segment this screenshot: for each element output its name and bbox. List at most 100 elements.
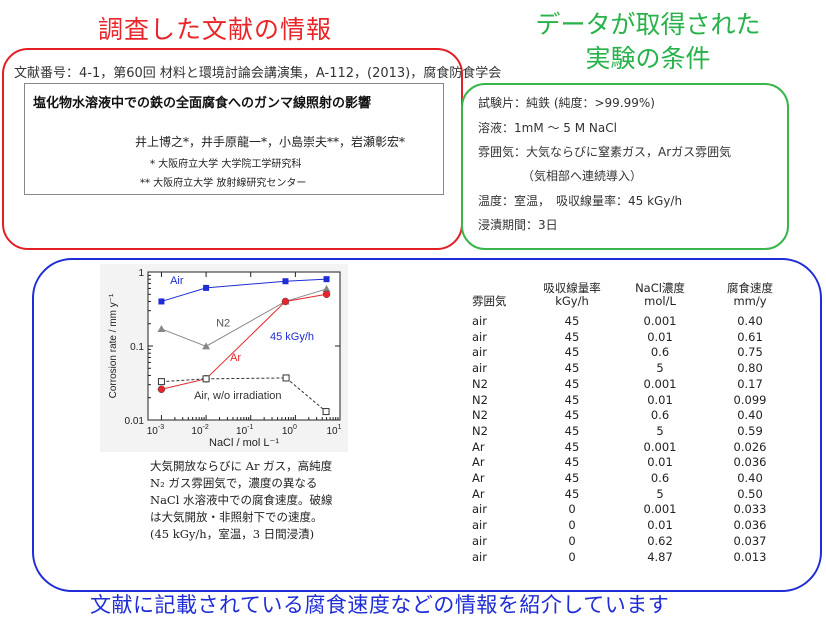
- conditions-heading-line1: データが取得された: [535, 10, 761, 39]
- cell-atmosphere: Ar: [472, 471, 485, 486]
- condition-atmosphere-note: （気相部へ連続導入）: [522, 169, 643, 183]
- caption-line: NaCl 水溶液中での腐食速度。破線: [150, 493, 333, 507]
- cell-nacl: 0.001: [643, 439, 677, 454]
- chart-y-axis-label: Corrosion rate / mm y⁻¹: [108, 293, 119, 398]
- cell-nacl: 0.01: [647, 392, 673, 407]
- marker-ar: [281, 297, 290, 306]
- corrosion-data-table: 雰囲気 吸収線量率 kGy/h NaCl濃度 mol/L 腐食速度 mm/y air 4…: [462, 282, 790, 565]
- table-row: Ar 45 5 0.50: [462, 487, 790, 503]
- series-label: Air, w/o irradiation: [194, 390, 281, 402]
- table-row: N2 45 0.001 0.17: [462, 377, 790, 393]
- marker-n2: [202, 342, 211, 350]
- cell-dose-rate: 0: [568, 518, 576, 533]
- header-dose-rate: 吸収線量率 kGy/h: [543, 281, 601, 308]
- cell-corrosion-rate: 0.40: [737, 314, 763, 328]
- cell-nacl: 5: [656, 423, 664, 438]
- marker-air: [323, 276, 330, 283]
- cell-dose-rate: 45: [564, 376, 580, 391]
- x-tick-label: 101: [326, 424, 341, 437]
- cell-atmosphere: air: [472, 361, 487, 376]
- table-row: N2 45 5 0.59: [462, 424, 790, 440]
- marker-air-no-irradiation: [157, 378, 165, 386]
- cell-atmosphere: air: [472, 549, 487, 564]
- cell-atmosphere: air: [472, 314, 487, 328]
- x-tick-label: 10-3: [147, 424, 164, 437]
- cell-dose-rate: 45: [564, 408, 580, 423]
- chart-plot-area: [147, 271, 341, 421]
- paper-title: 塩化物水溶液中での鉄の全面腐食へのガンマ線照射の影響: [33, 96, 372, 111]
- cell-nacl: 4.87: [647, 549, 673, 564]
- footer-message: 文献に記載されている腐食速度などの情報を紹介しています: [90, 593, 670, 617]
- cell-nacl: 0.6: [650, 345, 670, 360]
- series-line-2: [161, 293, 327, 390]
- x-tick-label: 100: [282, 424, 297, 437]
- cell-atmosphere: Ar: [472, 439, 485, 454]
- cell-dose-rate: 0: [568, 533, 576, 548]
- caption-line: (45 kGy/h，室温，3 日間浸漬): [150, 527, 315, 541]
- corrosion-rate-chart: Air N2 Ar Air, w/o irradiation 10-3 10-2 10-1…: [100, 264, 348, 452]
- cell-corrosion-rate: 0.40: [737, 408, 763, 423]
- cell-corrosion-rate: 0.037: [733, 533, 767, 548]
- cell-nacl: 0.01: [647, 329, 673, 344]
- y-tick-label: 1: [138, 268, 144, 279]
- cell-corrosion-rate: 0.036: [733, 455, 767, 470]
- table-row: air 45 5 0.80: [462, 361, 790, 377]
- cell-atmosphere: air: [472, 345, 487, 360]
- header-nacl-concentration: NaCl濃度 mol/L: [635, 281, 685, 308]
- y-tick-label: 0.01: [125, 416, 145, 427]
- cell-atmosphere: N2: [472, 376, 488, 391]
- table-row: Ar 45 0.001 0.026: [462, 440, 790, 456]
- cell-dose-rate: 45: [564, 471, 580, 486]
- table-row: air 0 4.87 0.013: [462, 550, 790, 566]
- table-row: Ar 45 0.6 0.40: [462, 471, 790, 487]
- marker-air: [203, 284, 210, 291]
- header-atmosphere: 雰囲気: [472, 294, 507, 308]
- cell-atmosphere: N2: [472, 423, 488, 438]
- affiliation-2: ** 大阪府立大学 放射線研究センター: [140, 178, 307, 189]
- cell-nacl: 0.001: [643, 314, 677, 328]
- cell-atmosphere: N2: [472, 392, 488, 407]
- cell-corrosion-rate: 0.17: [737, 376, 763, 391]
- caption-line: は大気開放・非照射下での速度。: [150, 510, 323, 524]
- cell-atmosphere: air: [472, 502, 487, 517]
- cell-dose-rate: 45: [564, 455, 580, 470]
- cell-atmosphere: Ar: [472, 455, 485, 470]
- cell-nacl: 0.001: [643, 502, 677, 517]
- conditions-box: [461, 83, 789, 250]
- cell-nacl: 0.001: [643, 376, 677, 391]
- paper-header-image: [24, 83, 444, 195]
- marker-air-no-irradiation: [282, 374, 290, 382]
- table-row: N2 45 0.01 0.099: [462, 393, 790, 409]
- cell-nacl: 5: [656, 486, 664, 501]
- table-row: air 0 0.62 0.037: [462, 534, 790, 550]
- marker-n2: [157, 324, 166, 332]
- table-header-row: 雰囲気 吸収線量率 kGy/h NaCl濃度 mol/L 腐食速度 mm/y: [462, 282, 790, 314]
- table-row: Ar 45 0.01 0.036: [462, 455, 790, 471]
- condition-temperature: 温度：室温， 吸収線量率：45 kGy/h: [478, 194, 683, 208]
- cell-corrosion-rate: 0.036: [733, 518, 767, 533]
- cell-nacl: 0.01: [647, 518, 673, 533]
- caption-line: N₂ ガス雰囲気で，濃度の異なる: [150, 476, 318, 490]
- condition-atmosphere: 雰囲気：大気ならびに窒素ガス，Arガス雰囲気: [478, 145, 732, 159]
- x-tick-label: 10-2: [191, 424, 208, 437]
- cell-dose-rate: 45: [564, 392, 580, 407]
- cell-corrosion-rate: 0.80: [737, 361, 763, 376]
- series-line-0: [161, 278, 327, 302]
- marker-air-no-irradiation: [322, 408, 330, 416]
- cell-dose-rate: 45: [564, 345, 580, 360]
- series-line-1: [161, 288, 327, 347]
- cell-corrosion-rate: 0.61: [737, 329, 763, 344]
- paper-authors: 井上博之*，井手原龍一*，小島崇夫**，岩瀬彰宏*: [135, 135, 406, 149]
- series-label: Air: [170, 275, 184, 287]
- caption-line: 大気開放ならびに Ar ガス，高純度: [150, 459, 333, 473]
- cell-atmosphere: air: [472, 329, 487, 344]
- table-row: air 0 0.01 0.036: [462, 518, 790, 534]
- cell-nacl: 0.6: [650, 408, 670, 423]
- condition-solution: 溶液：1mM ～ 5 M NaCl: [478, 121, 617, 135]
- cell-dose-rate: 0: [568, 549, 576, 564]
- cell-atmosphere: air: [472, 533, 487, 548]
- cell-dose-rate: 45: [564, 329, 580, 344]
- marker-air: [158, 298, 165, 305]
- cell-corrosion-rate: 0.40: [737, 471, 763, 486]
- affiliation-1: * 大阪府立大学 大学院工学研究科: [150, 159, 302, 170]
